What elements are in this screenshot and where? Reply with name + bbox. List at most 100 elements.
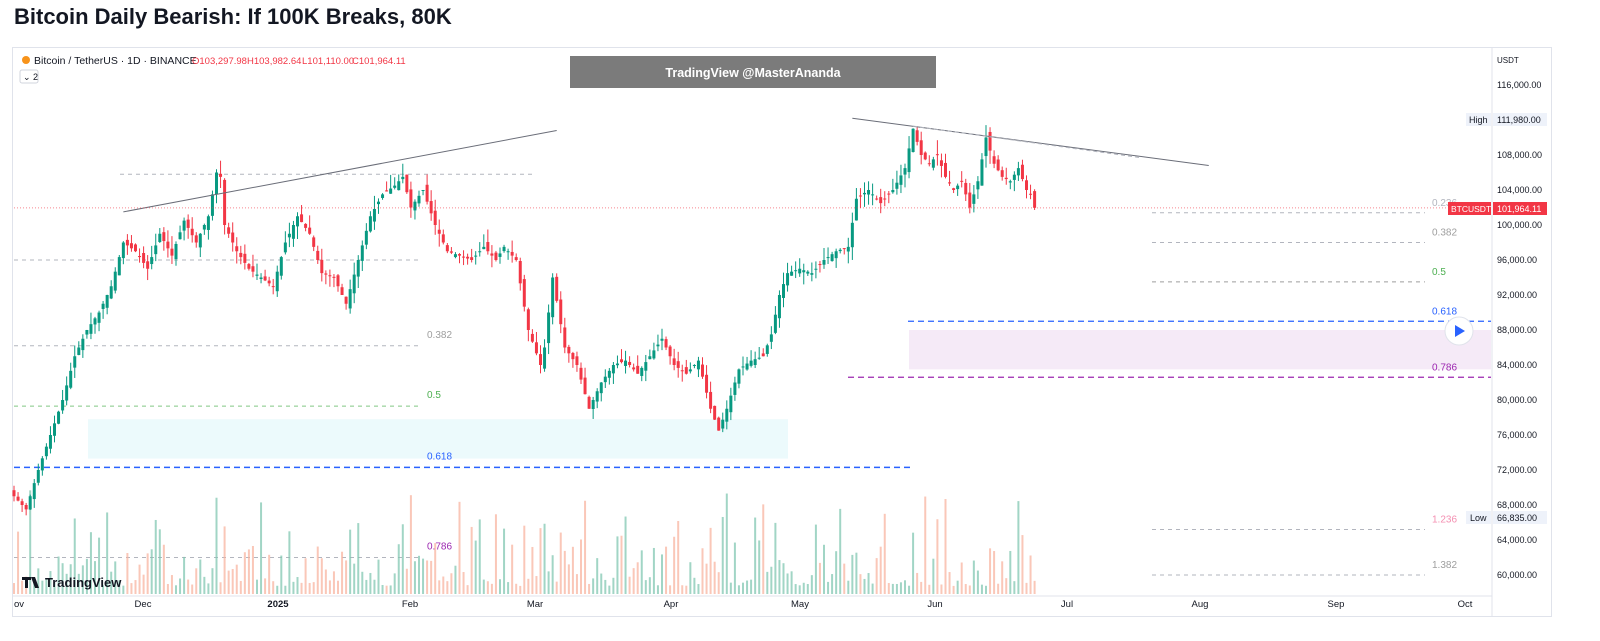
volume-bar (790, 571, 793, 594)
volume-bar (61, 563, 64, 594)
candle-body (640, 367, 644, 376)
volume-bar (308, 582, 311, 594)
play-icon (1455, 325, 1465, 337)
volume-bar (604, 579, 607, 594)
candle-body (12, 490, 16, 497)
volume-bar (648, 577, 651, 594)
candle-body (701, 364, 704, 377)
candle-body (231, 232, 235, 243)
volume-bar (612, 577, 615, 594)
symbol-label[interactable]: Bitcoin / TetherUS · 1D · BINANCE (34, 55, 197, 67)
volume-bar (1017, 501, 1020, 594)
volume-bar (867, 573, 870, 594)
volume-bar (243, 552, 246, 594)
candle-body (417, 195, 421, 204)
candle-body (903, 168, 907, 175)
candle-body (587, 396, 591, 409)
candle-body (142, 253, 146, 263)
tradingview-logo: TradingView (22, 575, 122, 590)
chart-header: Bitcoin / TetherUS · 1D · BINANCE O103,2… (19, 55, 406, 84)
volume-bar (742, 582, 744, 594)
volume-bar (972, 560, 975, 594)
candle-body (506, 251, 510, 253)
volume-bar (446, 581, 449, 594)
volume-bar (312, 582, 315, 594)
candle-body (688, 369, 692, 372)
volume-bar (223, 526, 226, 594)
chart-frame[interactable] (12, 47, 1552, 617)
candle-body (219, 173, 223, 177)
logo-text: TradingView (45, 575, 122, 590)
volume-bar (794, 584, 797, 594)
volume-bar (729, 582, 732, 594)
ohlc-high: H103,982.64 (247, 56, 301, 67)
volume-bar (187, 579, 190, 594)
candle-body (194, 235, 198, 243)
volume-bar (891, 583, 894, 594)
candle-body (737, 369, 741, 384)
volume-bar (786, 573, 789, 594)
candle-body (65, 385, 69, 401)
candle-body (615, 363, 619, 366)
volume-bar (373, 579, 376, 594)
volume-bar (636, 562, 639, 594)
volume-bar (268, 554, 271, 594)
time-axis[interactable]: ov Dec 2025 Feb Mar Apr May Jun Jul Aug Sep Oct (14, 599, 1473, 610)
candle-body (186, 219, 190, 228)
candle-body (44, 446, 48, 457)
volume-bar (620, 535, 623, 594)
candle-body (591, 400, 595, 410)
volume-bar (134, 580, 137, 594)
candle-body (867, 190, 871, 195)
volume-bar (486, 581, 489, 594)
volume-bar (750, 579, 753, 594)
candle-body (660, 338, 664, 341)
candle-body (206, 216, 210, 230)
candle-body (360, 245, 364, 261)
candle-body (696, 360, 700, 370)
candle-body (603, 376, 607, 383)
candle-body (328, 275, 332, 277)
volume-bar (847, 580, 850, 594)
time-tick-label: Sep (1328, 599, 1345, 610)
fib-zone-left (88, 419, 788, 459)
time-tick-label: Aug (1192, 599, 1209, 610)
candle-body (765, 345, 769, 354)
candle-body (53, 423, 56, 436)
candle-body (336, 275, 340, 287)
volume-bar (142, 574, 145, 594)
candle-body (761, 353, 765, 357)
candle-body (798, 268, 802, 274)
volume-bar (227, 570, 230, 594)
candle-body (729, 395, 733, 413)
candle-body (16, 496, 20, 501)
candle-body (198, 233, 202, 248)
volume-bar (883, 513, 886, 594)
candle-body (453, 254, 457, 258)
volume-bar (912, 532, 915, 594)
volume-bar (478, 519, 481, 594)
volume-bar (1025, 582, 1028, 594)
candle-body (526, 309, 530, 330)
candle-body (324, 273, 328, 275)
candle-body (826, 257, 830, 259)
volume-bar (616, 536, 619, 594)
price-tick-label: 104,000.00 (1497, 185, 1542, 195)
candle-body (85, 330, 89, 335)
replay-button[interactable] (1444, 316, 1474, 346)
volume-bar (381, 585, 384, 594)
fib-right-label: 0.5 (1432, 267, 1446, 278)
volume-bar (73, 518, 76, 594)
volume-bar (806, 584, 809, 594)
volume-bar (652, 547, 655, 594)
candle-body (401, 176, 405, 180)
candle-body (944, 162, 947, 177)
candle-body (279, 257, 283, 276)
indicator-toggle-button[interactable] (19, 69, 39, 84)
candle-body (911, 128, 915, 153)
volume-bar (179, 578, 182, 594)
price-axis[interactable]: 116,000.00 108,000.00 104,000.00 100,000.00… (1497, 80, 1542, 580)
volume-bar (1009, 550, 1012, 594)
candle-body (283, 242, 287, 253)
